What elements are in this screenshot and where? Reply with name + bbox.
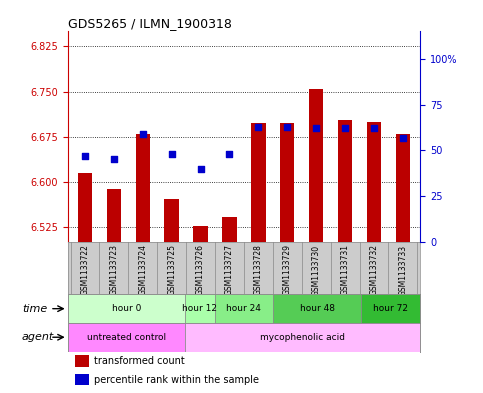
Bar <box>222 217 237 242</box>
Point <box>313 125 320 132</box>
Bar <box>361 294 420 323</box>
Point <box>341 125 349 132</box>
Text: GSM1133728: GSM1133728 <box>254 244 263 295</box>
Text: percentile rank within the sample: percentile rank within the sample <box>94 375 259 385</box>
Bar <box>185 294 214 323</box>
Point <box>168 151 175 157</box>
Text: GSM1133729: GSM1133729 <box>283 244 292 296</box>
Bar <box>75 374 89 385</box>
Text: GSM1133723: GSM1133723 <box>109 244 118 296</box>
Bar <box>107 189 121 242</box>
Bar <box>396 134 410 242</box>
Text: time: time <box>22 304 47 314</box>
Bar <box>68 323 185 351</box>
Text: hour 48: hour 48 <box>300 304 335 313</box>
Text: GSM1133732: GSM1133732 <box>369 244 379 296</box>
Text: GDS5265 / ILMN_1900318: GDS5265 / ILMN_1900318 <box>68 17 231 30</box>
Point <box>197 165 204 172</box>
Point <box>399 134 407 141</box>
Text: transformed count: transformed count <box>94 356 185 366</box>
Bar <box>68 294 185 323</box>
Text: GSM1133733: GSM1133733 <box>398 244 407 296</box>
Point <box>284 123 291 130</box>
Bar <box>251 123 266 242</box>
Text: hour 0: hour 0 <box>112 304 141 313</box>
Point <box>255 123 262 130</box>
Bar <box>164 198 179 242</box>
Bar <box>136 134 150 242</box>
Text: hour 24: hour 24 <box>227 304 261 313</box>
Bar <box>280 123 295 242</box>
Bar <box>214 294 273 323</box>
Text: GSM1133727: GSM1133727 <box>225 244 234 296</box>
Point <box>81 153 89 159</box>
Text: GSM1133726: GSM1133726 <box>196 244 205 296</box>
Text: agent: agent <box>22 332 54 342</box>
Bar <box>193 226 208 242</box>
Bar <box>75 355 89 367</box>
Point <box>226 151 233 157</box>
Point <box>139 131 147 137</box>
Text: hour 72: hour 72 <box>373 304 408 313</box>
Text: hour 12: hour 12 <box>183 304 217 313</box>
Point <box>370 125 378 132</box>
Text: mycophenolic acid: mycophenolic acid <box>260 333 345 342</box>
Bar <box>309 88 324 242</box>
Text: GSM1133722: GSM1133722 <box>81 244 89 295</box>
Text: GSM1133731: GSM1133731 <box>341 244 350 296</box>
Bar <box>185 323 420 351</box>
Bar <box>78 173 92 242</box>
Bar <box>367 121 381 242</box>
Text: untreated control: untreated control <box>87 333 166 342</box>
Text: GSM1133730: GSM1133730 <box>312 244 321 296</box>
Point <box>110 156 118 163</box>
Text: GSM1133725: GSM1133725 <box>167 244 176 296</box>
Text: GSM1133724: GSM1133724 <box>138 244 147 296</box>
Bar <box>273 294 361 323</box>
Bar <box>338 120 352 242</box>
